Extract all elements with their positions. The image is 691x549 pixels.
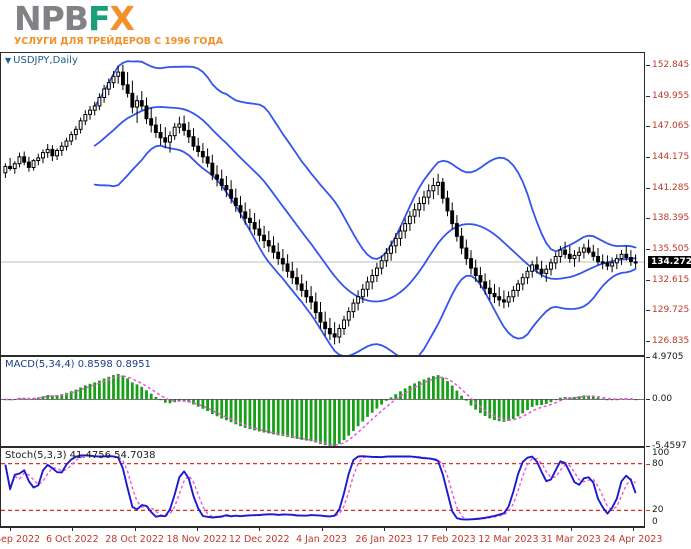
time-tick-label: 17 Feb 2023 (416, 534, 476, 545)
price-tick-label: 132.615 (652, 274, 690, 285)
logo-tagline: УСЛУГИ ДЛЯ ТРЕЙДЕРОВ С 1996 ГОДА (14, 36, 223, 47)
stochastic-tick-label: 20 (652, 505, 664, 516)
stochastic-axis: 100 80 20 0 (646, 447, 691, 527)
price-tick-label: 149.955 (652, 90, 690, 101)
price-tick-label: 141.285 (652, 182, 690, 193)
stochastic-tick-mark (646, 510, 650, 512)
stochastic-canvas (1, 454, 644, 521)
stochastic-tick-label: 0 (652, 517, 658, 527)
price-tick-label: 126.835 (652, 335, 690, 346)
price-tick-label: 147.065 (652, 121, 690, 132)
macd-tick-mark (646, 446, 650, 447)
logo-wordmark: NPBFX (14, 0, 135, 38)
time-tick-mark (10, 527, 11, 531)
price-tick-label: 138.395 (652, 213, 690, 224)
price-tick-mark (646, 340, 650, 342)
macd-tick-label: 0.00 (652, 394, 673, 405)
price-tick-mark (646, 310, 650, 312)
macd-axis: 4.9705 0.00 -5.4597 (646, 352, 691, 451)
logo-text-f: F (87, 0, 111, 38)
stochastic-panel[interactable]: Stoch(5,3,3) 41.4756 54.7038 (0, 447, 645, 527)
stochastic-tick-mark (646, 463, 650, 465)
price-tick-mark (646, 65, 650, 67)
brand-logo: NPBFX УСЛУГИ ДЛЯ ТРЕЙДЕРОВ С 1996 ГОДА (0, 0, 260, 52)
stochastic-tick-label: 80 (652, 458, 664, 469)
macd-tick-label: -5.4597 (652, 441, 687, 451)
time-tick-mark (196, 527, 198, 531)
current-price-badge: 134.272 (648, 256, 691, 269)
time-axis-line (0, 527, 645, 528)
time-tick-label: 18 Nov 2022 (166, 534, 228, 545)
time-tick-mark (383, 527, 385, 531)
time-tick-mark (570, 527, 572, 531)
time-tick-label: 4 Jan 2023 (296, 534, 347, 545)
time-tick-label: 6 Oct 2022 (45, 534, 99, 545)
time-tick-label: 12 Mar 2023 (478, 534, 539, 545)
macd-tick-mark (646, 357, 650, 358)
time-tick-label: 31 Mar 2023 (540, 534, 601, 545)
chart-frame: ▼ USDJPY,Daily MACD(5,34,4) 0.8598 0.8951… (0, 52, 691, 549)
logo-text-x: X (109, 0, 135, 38)
price-tick-mark (646, 218, 650, 220)
time-tick-mark (321, 527, 323, 531)
macd-tick-label: 4.9705 (652, 352, 684, 362)
time-tick-label: 28 Oct 2022 (105, 534, 164, 545)
price-tick-label: 144.175 (652, 152, 690, 163)
logo-text-npb: NPB (14, 0, 89, 38)
time-tick-mark (446, 527, 448, 531)
macd-panel[interactable]: MACD(5,34,4) 0.8598 0.8951 (0, 356, 645, 447)
time-tick-mark (633, 527, 634, 531)
price-tick-mark (646, 248, 650, 250)
time-tick-label: 26 Jan 2023 (355, 534, 413, 545)
time-tick-label: 14 Sep 2022 (0, 534, 41, 545)
price-tick-mark (646, 187, 650, 189)
price-tick-label: 135.505 (652, 243, 690, 254)
price-tick-mark (646, 95, 650, 97)
time-tick-label: 12 Dec 2022 (228, 534, 290, 545)
price-tick-label: 129.725 (652, 305, 690, 316)
macd-tick-mark (646, 399, 650, 401)
price-tick-mark (646, 279, 650, 281)
time-tick-label: 24 Apr 2023 (603, 534, 663, 545)
price-tick-label: 152.845 (652, 60, 690, 71)
time-tick-mark (508, 527, 510, 531)
price-axis: 152.845 149.955 147.065 144.175 141.285 138.3… (646, 52, 691, 356)
time-tick-mark (259, 527, 261, 531)
macd-canvas (1, 373, 644, 446)
price-chart-panel[interactable]: ▼ USDJPY,Daily (0, 52, 645, 356)
stochastic-tick-label: 100 (652, 448, 670, 458)
price-tick-mark (646, 126, 650, 128)
time-tick-mark (134, 527, 136, 531)
time-tick-mark (72, 527, 74, 531)
price-tick-mark (646, 157, 650, 159)
price-chart-canvas (1, 60, 644, 355)
